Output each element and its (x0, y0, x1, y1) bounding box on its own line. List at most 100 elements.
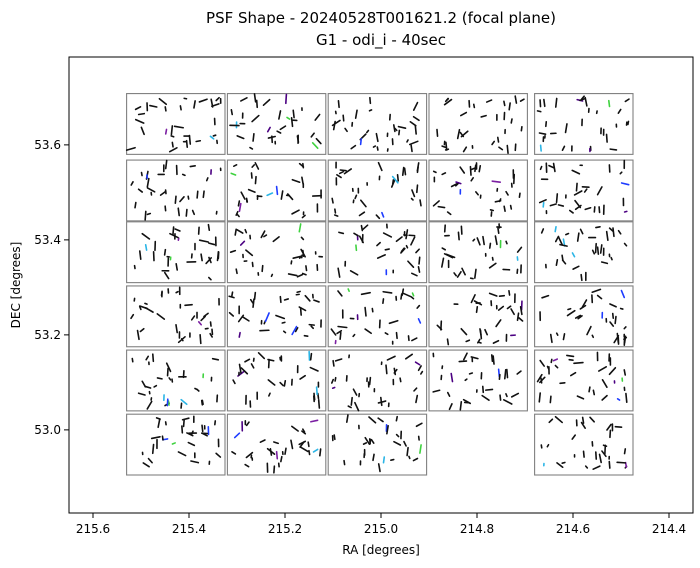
psf-marker (280, 190, 284, 200)
psf-marker (616, 398, 621, 401)
psf-marker (296, 273, 304, 278)
psf-marker (419, 444, 422, 454)
psf-marker (236, 228, 244, 234)
psf-marker (319, 448, 322, 457)
x-tick-label: 215.4 (172, 522, 206, 536)
ccd-outline (126, 349, 226, 412)
psf-marker (254, 162, 260, 170)
psf-marker (215, 452, 222, 458)
plot-frame (68, 56, 694, 514)
psf-marker (368, 109, 373, 112)
psf-marker (492, 355, 495, 365)
psf-marker (157, 418, 161, 429)
psf-marker (612, 227, 615, 238)
psf-marker (445, 141, 448, 151)
psf-marker (140, 171, 143, 177)
psf-marker (147, 457, 153, 464)
psf-marker (238, 202, 242, 212)
psf-marker (125, 146, 136, 151)
psf-marker (548, 164, 555, 169)
psf-marker (352, 388, 358, 396)
psf-marker (410, 197, 414, 201)
psf-marker (469, 165, 472, 176)
psf-marker (315, 137, 322, 145)
psf-marker (594, 242, 597, 254)
psf-marker (171, 442, 176, 445)
psf-marker (623, 335, 627, 344)
psf-marker (251, 164, 256, 168)
psf-marker (443, 253, 454, 259)
psf-marker (510, 308, 515, 316)
psf-marker (432, 389, 441, 393)
psf-marker (482, 235, 485, 246)
x-tick-label: 214.8 (460, 522, 494, 536)
psf-marker (402, 292, 412, 298)
psf-marker (441, 172, 447, 176)
psf-marker (397, 125, 407, 129)
psf-marker (403, 167, 407, 176)
psf-marker (136, 329, 140, 341)
psf-marker (472, 103, 476, 109)
psf-marker (236, 135, 245, 140)
psf-marker (503, 100, 506, 107)
psf-marker (377, 463, 381, 473)
psf-marker (456, 270, 462, 278)
psf-marker (567, 307, 572, 311)
ccd-outline (534, 159, 634, 222)
psf-marker (212, 134, 217, 137)
psf-marker (167, 400, 170, 406)
psf-marker (369, 96, 372, 105)
ccd-outline (428, 159, 528, 222)
psf-marker (624, 98, 630, 103)
psf-marker (358, 211, 366, 217)
psf-marker (610, 256, 613, 261)
psf-marker (163, 248, 167, 256)
psf-marker (414, 124, 417, 135)
psf-marker (588, 386, 591, 393)
ccd-outline (126, 413, 226, 476)
psf-marker (608, 366, 617, 376)
psf-marker (581, 416, 585, 424)
psf-marker (539, 144, 542, 152)
psf-marker (488, 262, 497, 269)
psf-marker (234, 228, 237, 236)
psf-marker (538, 132, 547, 135)
psf-marker (338, 170, 345, 175)
psf-marker (550, 358, 553, 364)
psf-marker (177, 207, 181, 217)
psf-marker (385, 364, 388, 375)
psf-marker (257, 352, 266, 360)
psf-marker (333, 214, 339, 217)
psf-marker (281, 321, 286, 324)
psf-marker (375, 214, 381, 220)
psf-marker (250, 363, 255, 369)
psf-marker (134, 106, 142, 111)
psf-marker (446, 211, 452, 216)
psf-marker (536, 110, 542, 113)
psf-marker (412, 115, 420, 122)
psf-marker (291, 325, 298, 336)
psf-marker (360, 224, 364, 232)
psf-marker (189, 165, 196, 168)
ccd-outline (428, 285, 528, 348)
psf-marker (210, 98, 214, 108)
psf-marker (159, 190, 167, 196)
psf-marker (138, 305, 142, 311)
psf-marker (441, 247, 447, 251)
psf-marker (417, 266, 421, 273)
psf-marker (368, 376, 372, 386)
psf-marker (275, 450, 279, 460)
psf-marker (310, 132, 315, 138)
psf-marker (623, 210, 628, 213)
psf-marker (283, 379, 287, 387)
psf-marker (459, 166, 466, 174)
psf-marker (410, 296, 415, 300)
psf-marker (137, 188, 144, 193)
psf-marker (342, 114, 345, 122)
psf-marker (518, 192, 521, 199)
psf-marker (519, 98, 525, 102)
psf-marker (516, 370, 522, 375)
psf-marker (444, 97, 449, 103)
psf-marker (286, 116, 291, 120)
psf-marker (139, 327, 145, 333)
